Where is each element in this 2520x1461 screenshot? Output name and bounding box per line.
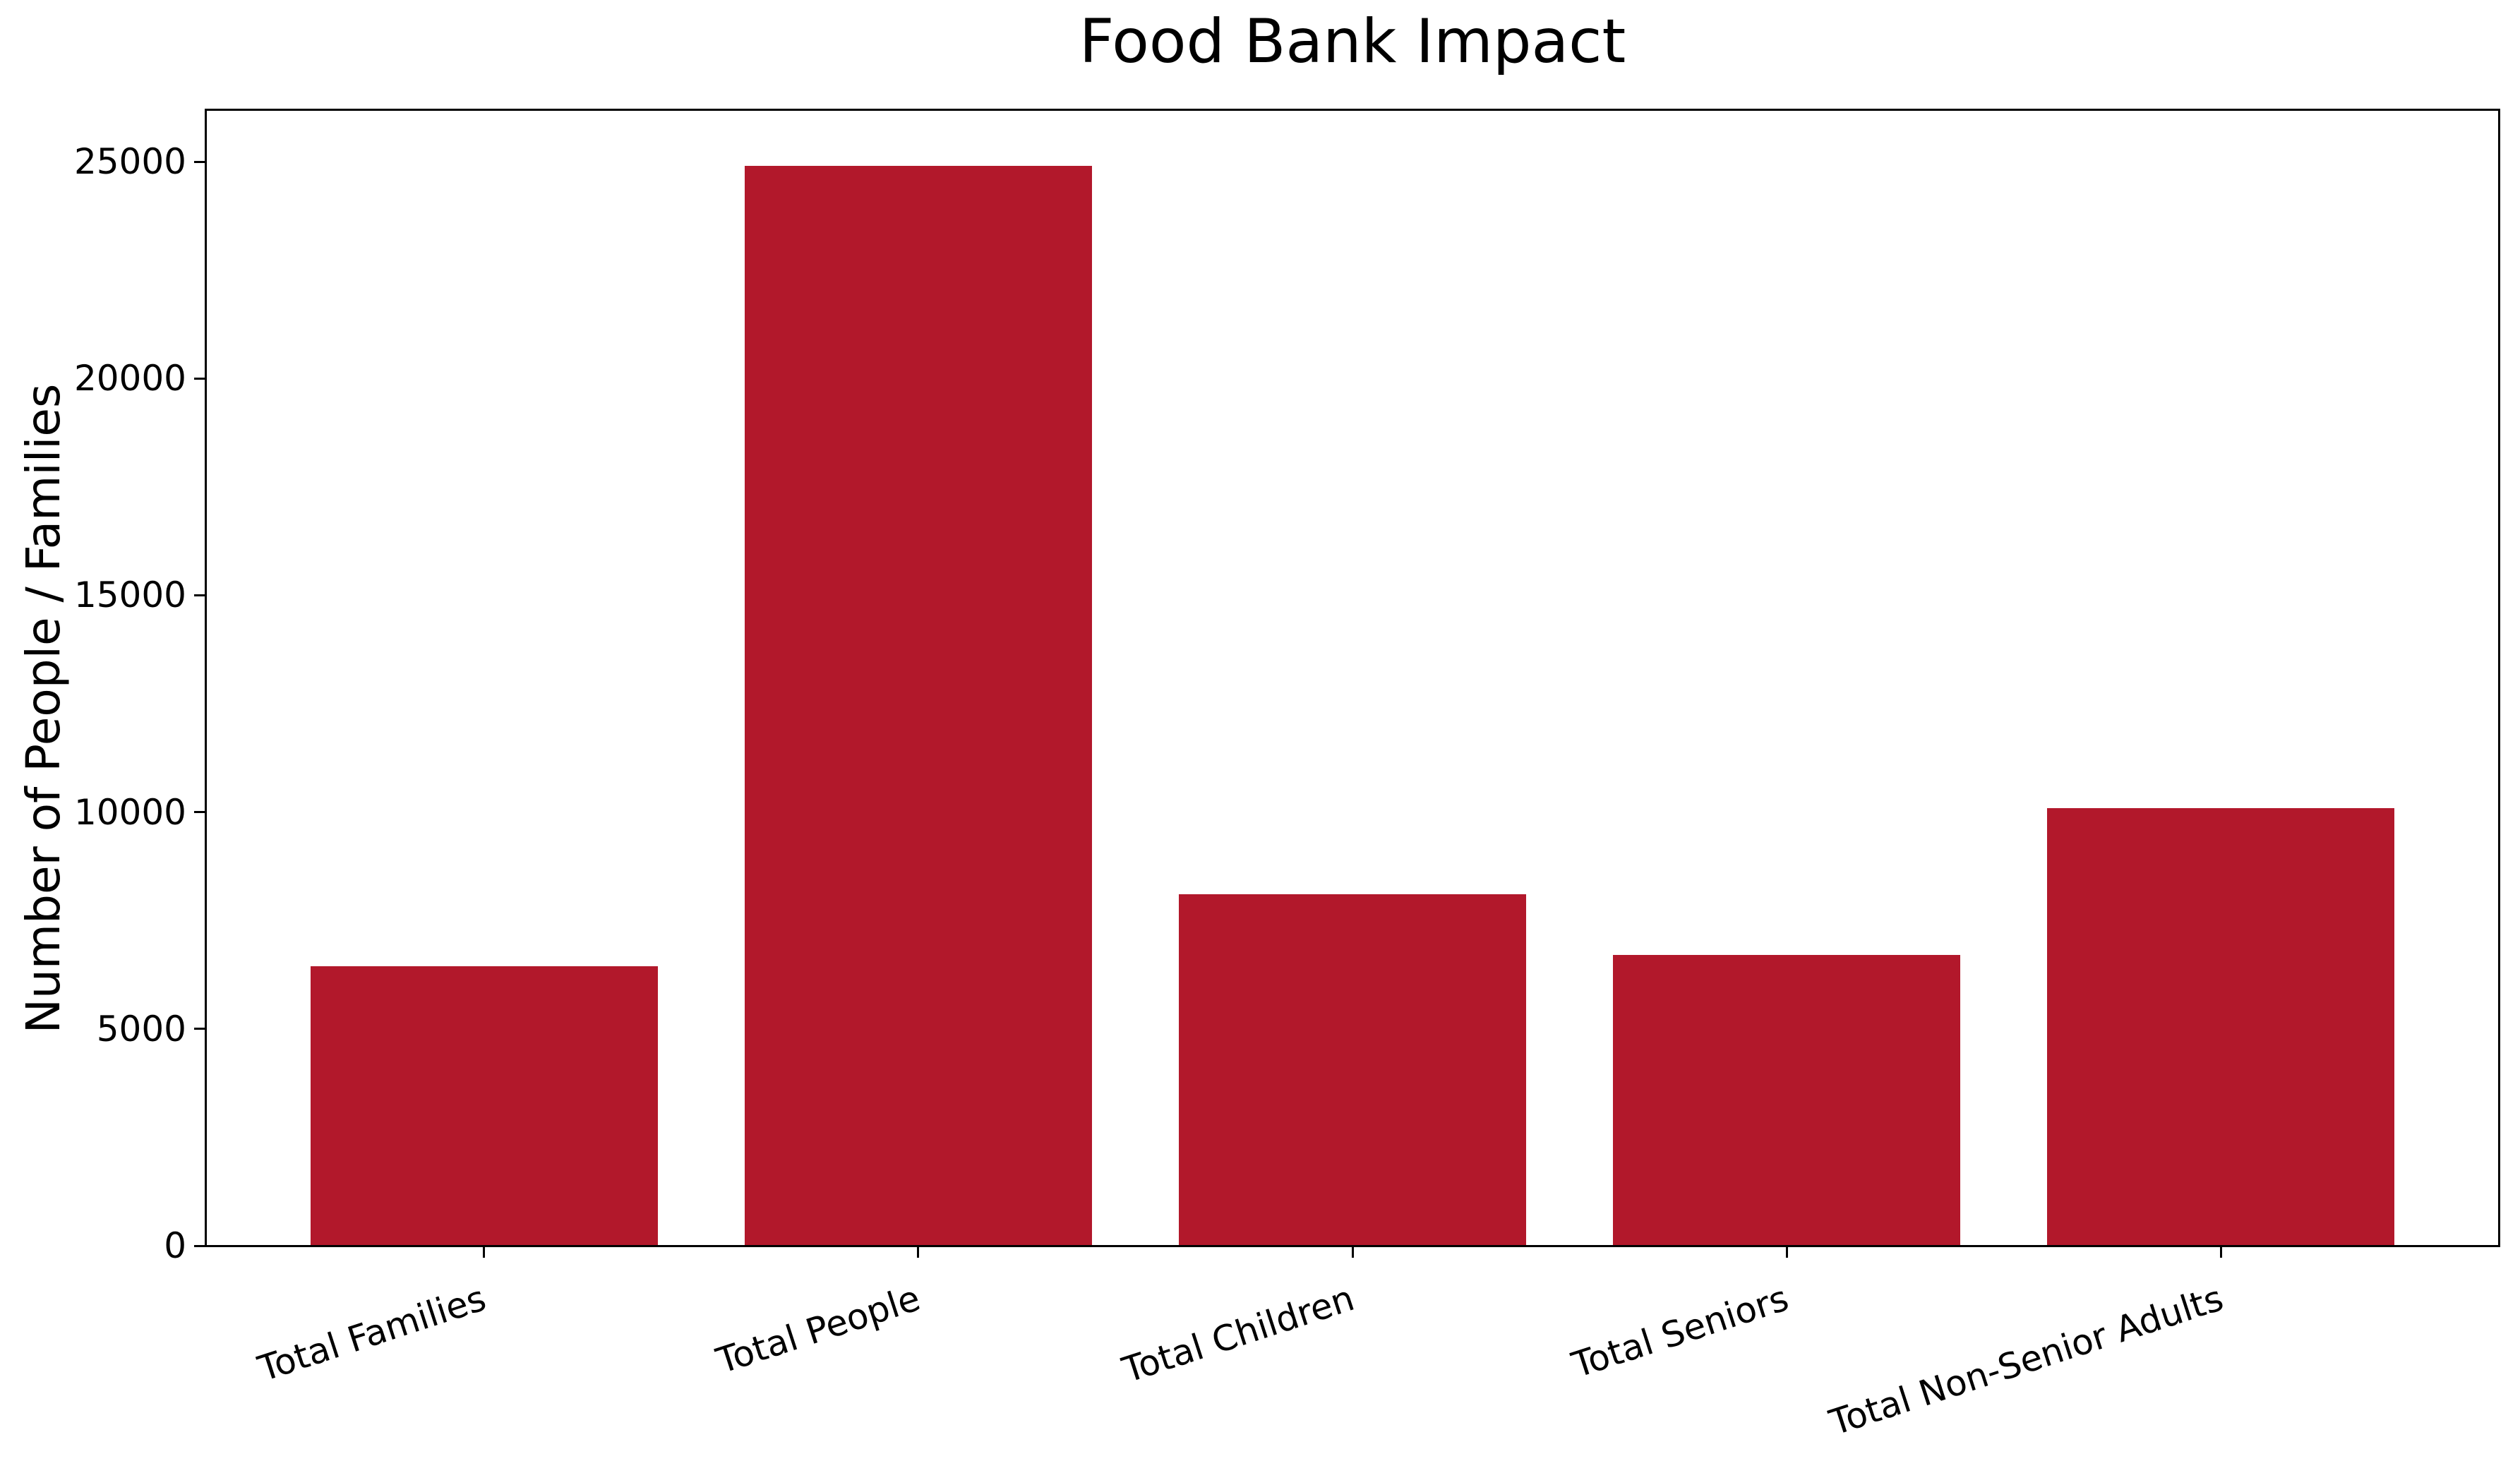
axis-spine-left — [205, 109, 207, 1247]
chart-title: Food Bank Impact — [1079, 6, 1626, 77]
y-tick-mark-5000 — [194, 1028, 205, 1030]
y-tick-label-10000: 10000 — [73, 791, 186, 833]
y-tick-mark-20000 — [194, 377, 205, 380]
axis-spine-right — [2498, 109, 2500, 1247]
bar-total-seniors — [1613, 955, 1961, 1246]
x-tick-mark-total-children — [1351, 1246, 1354, 1258]
y-axis-label: Number of People / Families — [16, 383, 71, 1034]
y-tick-mark-15000 — [194, 594, 205, 596]
y-tick-label-0: 0 — [164, 1225, 186, 1266]
x-tick-mark-total-families — [483, 1246, 486, 1258]
y-tick-label-25000: 25000 — [73, 141, 186, 183]
x-tick-mark-total-non-senior-adults — [2219, 1246, 2222, 1258]
y-tick-label-20000: 20000 — [73, 358, 186, 399]
bar-total-people — [744, 166, 1092, 1246]
bar-total-families — [310, 966, 658, 1246]
x-tick-label-total-people: Total People — [712, 1277, 925, 1382]
axis-spine-top — [206, 109, 2499, 111]
bar-total-non-senior-adults — [2047, 807, 2395, 1246]
y-tick-label-15000: 15000 — [73, 575, 186, 616]
y-tick-label-5000: 5000 — [96, 1008, 186, 1050]
y-tick-mark-10000 — [194, 811, 205, 814]
x-tick-label-total-non-senior-adults: Total Non-Senior Adults — [1824, 1277, 2228, 1444]
plot-area: 0 5000 10000 15000 20000 25000 Total Families T… — [74, 109, 2500, 1443]
x-tick-mark-total-seniors — [1785, 1246, 1788, 1258]
y-tick-mark-0 — [194, 1244, 205, 1247]
x-tick-label-total-families: Total Families — [253, 1277, 491, 1390]
x-tick-mark-total-people — [917, 1246, 920, 1258]
x-tick-label-total-seniors: Total Seniors — [1567, 1277, 1794, 1386]
y-tick-mark-25000 — [194, 160, 205, 163]
x-tick-label-total-children: Total Children — [1117, 1277, 1360, 1391]
bar-total-children — [1178, 894, 1527, 1246]
